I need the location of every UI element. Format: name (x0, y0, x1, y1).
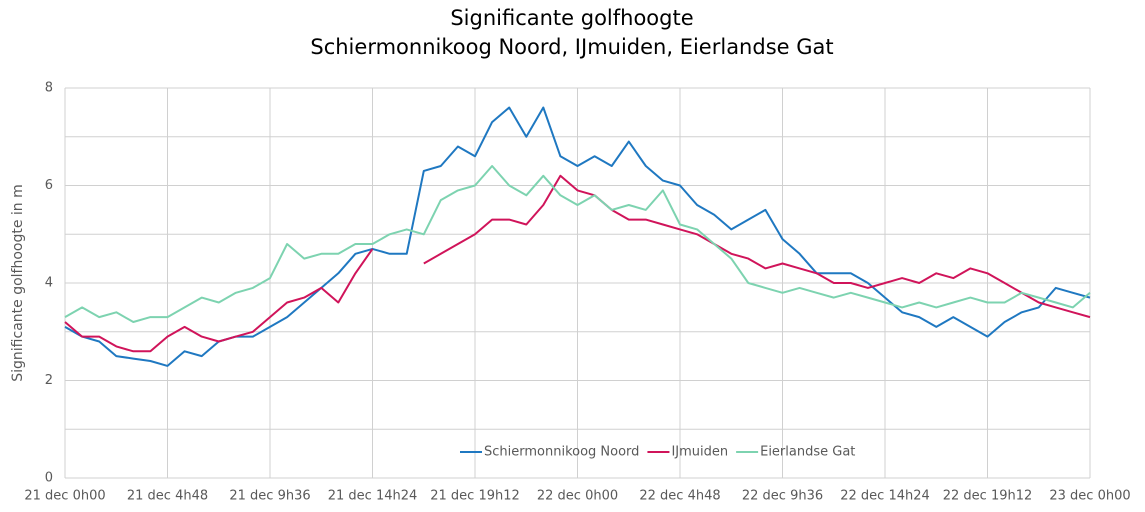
x-tick-label: 21 dec 9h36 (229, 489, 310, 504)
y-tick-label: 0 (45, 471, 53, 486)
legend-label: Eierlandse Gat (760, 445, 855, 460)
y-tick-label: 6 (45, 178, 53, 193)
x-tick-label: 23 dec 0h00 (1049, 489, 1130, 504)
y-tick-label: 2 (45, 373, 53, 388)
data-line (64, 165, 1091, 323)
data-line (64, 174, 1091, 353)
legend-label: IJmuiden (671, 445, 728, 460)
x-tick-label: 21 dec 4h48 (127, 489, 208, 504)
x-tick-label: 22 dec 9h36 (742, 489, 823, 504)
x-tick-label: 21 dec 0h00 (24, 489, 105, 504)
x-tick-label: 22 dec 14h24 (840, 489, 930, 504)
chart-title: Significante golfhoogte (450, 6, 693, 30)
y-tick-label: 8 (45, 81, 53, 96)
y-axis-label: Significante golfhoogte in m (10, 184, 26, 382)
x-tick-label: 22 dec 4h48 (639, 489, 720, 504)
legend-label: Schiermonnikoog Noord (484, 445, 639, 460)
x-tick-label: 22 dec 19h12 (943, 489, 1033, 504)
x-tick-label: 21 dec 19h12 (430, 489, 520, 504)
x-tick-label: 21 dec 14h24 (328, 489, 418, 504)
y-tick-label: 4 (45, 276, 53, 291)
x-tick-label: 22 dec 0h00 (537, 489, 618, 504)
chart-subtitle: Schiermonnikoog Noord, IJmuiden, Eierlan… (310, 35, 833, 59)
